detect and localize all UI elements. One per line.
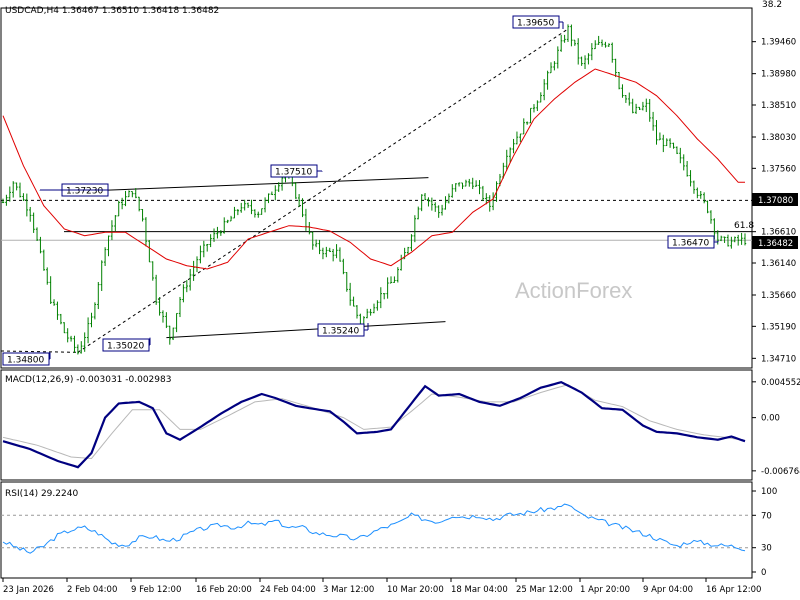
macd-tick-label: 0.004552	[761, 378, 800, 388]
price-panel: USDCAD,H4 1.36467 1.36510 1.36418 1.3648…	[0, 0, 798, 369]
time-tick-label: 9 Apr 04:00	[643, 585, 693, 595]
price-tick-label: 1.38510	[761, 101, 796, 111]
price-tick-label: 1.39460	[761, 38, 796, 48]
price-tick-label: 1.35190	[761, 322, 796, 332]
price-tick-label: 1.38980	[761, 70, 796, 80]
time-tick-label: 1 Apr 20:00	[580, 585, 630, 595]
price-tick-label: 1.37560	[761, 164, 796, 174]
rsi-line	[2, 503, 746, 554]
current-price-box	[752, 236, 798, 249]
time-tick-label: 2 Feb 04:00	[67, 585, 117, 595]
annotation-label: 1.37230	[66, 187, 103, 197]
price-annotation: 1.34800	[2, 352, 51, 366]
time-tick-label: 9 Feb 12:00	[131, 585, 181, 595]
trend-dotted-line-2	[0, 350, 78, 353]
top-right-label: 38.2	[762, 0, 782, 10]
channel-lower-line	[166, 321, 446, 339]
price-annotation: 1.39650	[512, 15, 564, 29]
rsi-panel: RSI(14) 29.2240 100 70 30 0	[0, 481, 777, 579]
moving-average-line	[2, 68, 745, 270]
rsi-tick-label: 0	[761, 568, 766, 578]
price-annotation: 1.37230	[39, 183, 109, 197]
macd-tick-label: 0.00	[761, 414, 780, 424]
macd-line	[2, 381, 746, 469]
price-tick-label: 1.35660	[761, 291, 796, 301]
annotation-label: 1.35020	[107, 342, 144, 352]
price-axis-boxes: 1.37080 1.36482	[752, 193, 798, 249]
time-axis: 23 Jan 2026 2 Feb 04:00 9 Feb 12:00 16 Feb …	[2, 578, 761, 595]
rsi-levels	[1, 514, 752, 549]
macd-panel: MACD(12,26,9) -0.003031 -0.002983 0.0045…	[0, 369, 800, 481]
rsi-tick-label: 30	[761, 544, 772, 554]
price-lines	[0, 28, 752, 353]
rsi-tick-label: 100	[761, 487, 777, 497]
price-annotations: 1.37230 1.37510 1.39650 1.34800 1.35020 1.352…	[2, 15, 719, 366]
annotation-label: 1.36470	[672, 239, 709, 249]
time-tick-label: 3 Mar 12:00	[323, 585, 374, 595]
price-annotation: 1.36470	[667, 235, 719, 249]
rsi-panel-title: RSI(14) 29.2240	[5, 489, 78, 499]
time-tick-label: 23 Jan 2026	[3, 585, 54, 595]
price-annotation: 1.37510	[270, 164, 323, 178]
price-panel-title: USDCAD,H4 1.36467 1.36510 1.36418 1.3648…	[5, 6, 219, 16]
price-tick-label: 1.34710	[761, 354, 796, 364]
time-tick-label: 18 Mar 04:00	[451, 585, 508, 595]
price-tick-label: 1.36610	[761, 228, 796, 238]
time-tick-label: 25 Mar 12:00	[516, 585, 573, 595]
macd-tick-label: -0.006764	[761, 467, 800, 477]
price-annotation: 1.35240	[317, 323, 369, 337]
macd-panel-title: MACD(12,26,9) -0.003031 -0.002983	[5, 375, 171, 385]
fib-level-label: 61.8	[734, 221, 754, 231]
annotation-label: 1.34800	[7, 356, 44, 366]
rsi-tick-label: 70	[761, 511, 772, 521]
macd-y-axis: 0.004552 0.00 -0.006764	[752, 378, 800, 477]
annotation-label: 1.39650	[517, 19, 554, 29]
channel-upper-line	[84, 177, 429, 192]
price-tick-label: 1.38030	[761, 133, 796, 143]
time-tick-label: 16 Feb 20:00	[196, 585, 252, 595]
watermark: ActionForex	[515, 278, 632, 303]
price-annotation: 1.35020	[102, 337, 151, 352]
rsi-y-axis: 100 70 30 0	[752, 487, 777, 578]
time-tick-label: 24 Feb 04:00	[260, 585, 316, 595]
resistance-price-box	[752, 193, 798, 206]
macd-signal-line	[2, 384, 746, 460]
time-tick-label: 16 Apr 12:00	[706, 585, 761, 595]
price-tick-label: 1.36140	[761, 259, 796, 269]
annotation-label: 1.35240	[322, 327, 359, 337]
time-tick-label: 10 Mar 20:00	[387, 585, 444, 595]
current-price-label: 1.36482	[758, 239, 793, 249]
resistance-price-label: 1.37080	[758, 196, 793, 206]
annotation-label: 1.37510	[275, 168, 312, 178]
